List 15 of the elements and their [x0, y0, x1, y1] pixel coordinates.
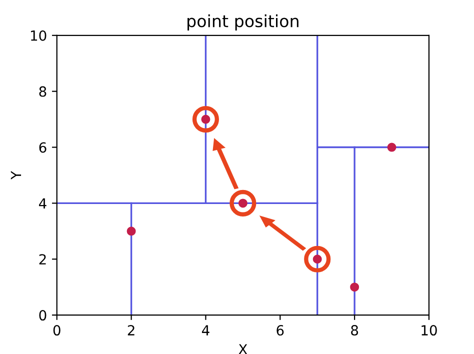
y-tick-label: 10: [31, 30, 46, 41]
x-tick-label: 4: [202, 325, 210, 336]
x-axis-title: X: [238, 344, 248, 354]
chart-title: point position: [188, 14, 298, 31]
x-tick-label: 6: [276, 325, 284, 336]
y-tick-label: 0: [39, 310, 46, 321]
x-tick-label: 8: [351, 325, 358, 336]
y-tick-label: 4: [39, 198, 46, 208]
y-tick-label: 8: [39, 86, 46, 97]
y-axis-title: Y: [10, 170, 22, 180]
y-tick-label: 6: [39, 142, 46, 153]
x-tick-label: 2: [128, 325, 134, 336]
x-tick-label: 10: [422, 325, 437, 336]
x-tick-label: 0: [53, 325, 60, 336]
y-tick-label: 2: [39, 254, 46, 264]
